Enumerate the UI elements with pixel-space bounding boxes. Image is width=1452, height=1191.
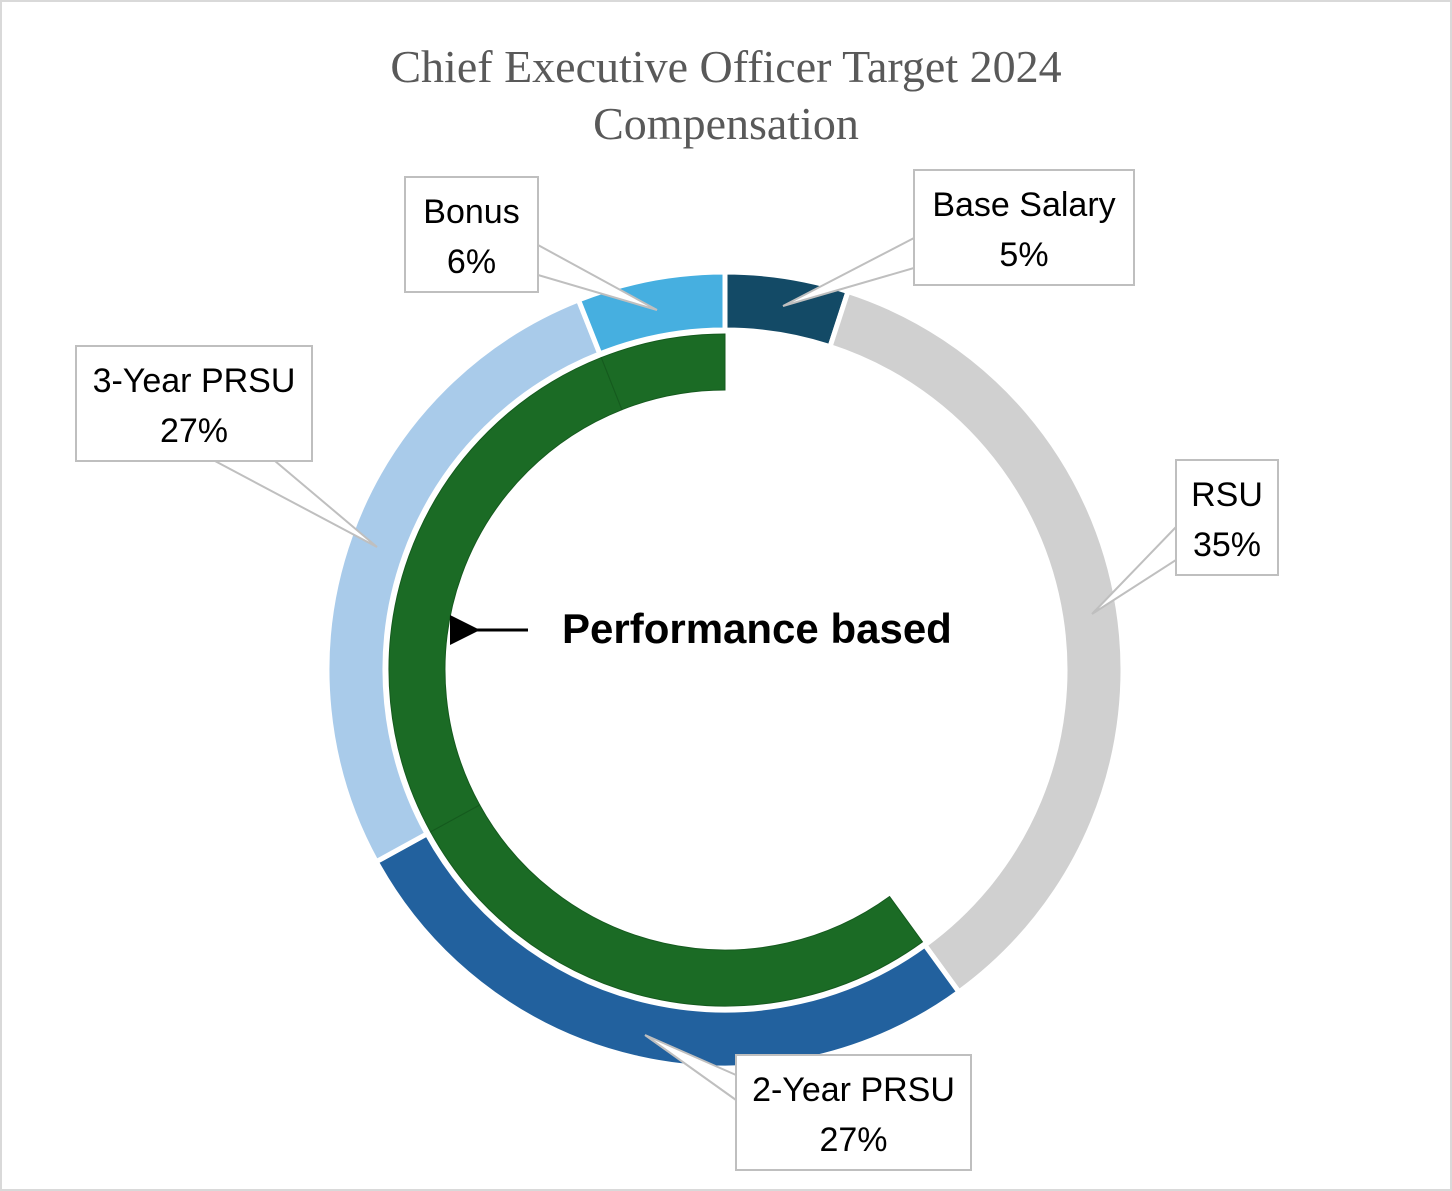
callout-fill-bonus: [406, 178, 537, 291]
callout-fill-rsu: [1177, 461, 1277, 574]
callout-2-year-prsu: 2-Year PRSU 27%: [644, 1034, 972, 1171]
data-label-value-base-salary: 5%: [999, 236, 1048, 274]
data-label-category-rsu: RSU: [1191, 476, 1263, 514]
callout-pointer-3-year-prsu: [214, 460, 378, 548]
callout-rsu: RSU 35%: [1091, 459, 1279, 615]
data-label-category-2-year-prsu: 2-Year PRSU: [752, 1071, 955, 1109]
performance-based-label: Performance based: [562, 605, 952, 652]
data-label-category-bonus: Bonus: [423, 193, 519, 231]
chart-title-line-2: Compensation: [593, 98, 859, 149]
callout-base-salary: Base Salary 5%: [782, 169, 1135, 307]
callout-fill-2-year-prsu: [737, 1056, 970, 1169]
data-label-value-3-year-prsu: 27%: [160, 412, 228, 450]
callout-3-year-prsu: 3-Year PRSU 27%: [75, 345, 378, 548]
callout-bonus: Bonus 6%: [404, 176, 658, 311]
data-label-value-rsu: 35%: [1193, 526, 1261, 564]
data-label-value-bonus: 6%: [447, 243, 496, 281]
callout-fill-base-salary: [915, 171, 1133, 284]
data-label-category-3-year-prsu: 3-Year PRSU: [93, 362, 296, 400]
outer-ring: [324, 269, 1126, 1071]
callout-fill-3-year-prsu: [77, 347, 311, 460]
inner-slice-bonus: [600, 333, 726, 411]
chart-title: Chief Executive Officer Target 2024 Comp…: [0, 38, 1452, 152]
data-label-category-base-salary: Base Salary: [932, 186, 1115, 224]
inner-ring: [388, 333, 924, 1007]
chart-title-line-1: Chief Executive Officer Target 2024: [390, 41, 1062, 92]
data-label-value-2-year-prsu: 27%: [819, 1121, 887, 1159]
